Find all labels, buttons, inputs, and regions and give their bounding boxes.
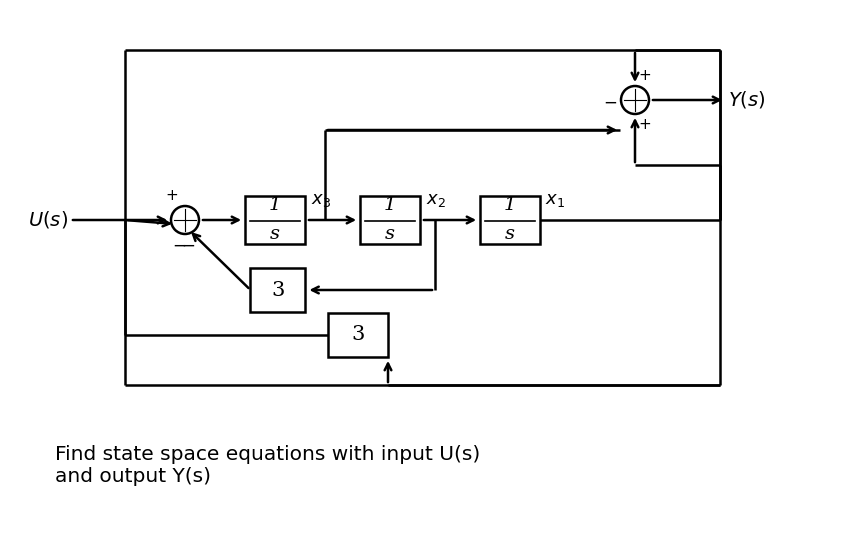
Text: $-$: $-$ [181, 237, 195, 254]
Text: $U(s)$: $U(s)$ [28, 210, 68, 230]
Text: +: + [165, 188, 178, 203]
Text: $x_1$: $x_1$ [544, 191, 565, 209]
Text: 3: 3 [351, 325, 365, 344]
Text: s: s [270, 225, 279, 243]
Bar [250, 268, 306, 312]
Text: $x_2$: $x_2$ [425, 191, 446, 209]
Text: 3: 3 [271, 281, 284, 300]
Bar [245, 196, 305, 244]
Bar [479, 196, 539, 244]
Text: Find state space equations with input U(s)
and output Y(s): Find state space equations with input U(… [55, 445, 479, 486]
Text: 1: 1 [383, 196, 396, 214]
Text: s: s [505, 225, 514, 243]
Text: $x_3$: $x_3$ [311, 191, 331, 209]
Text: +: + [637, 117, 650, 132]
Text: s: s [385, 225, 394, 243]
Text: $Y(s)$: $Y(s)$ [728, 90, 765, 110]
Text: +: + [637, 68, 650, 83]
Text: 1: 1 [503, 196, 516, 214]
Text: $-$: $-$ [602, 93, 616, 110]
Bar [360, 196, 419, 244]
Bar [327, 313, 387, 357]
Text: 1: 1 [268, 196, 281, 214]
Text: $-$: $-$ [171, 237, 186, 254]
